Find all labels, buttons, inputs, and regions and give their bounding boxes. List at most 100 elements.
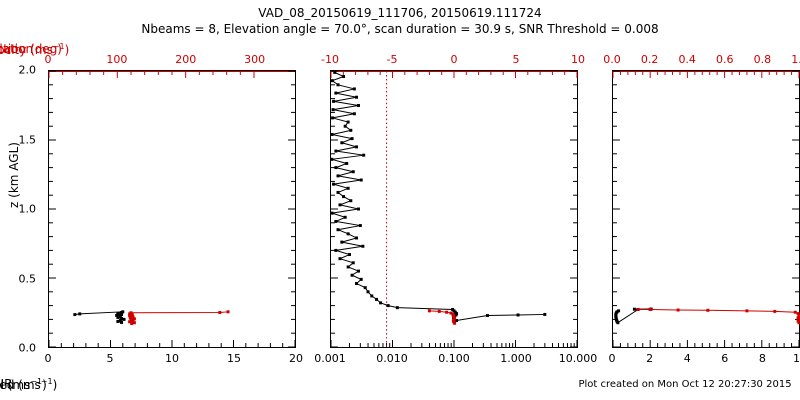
data-point-snr	[350, 137, 354, 141]
panel3-bottom-tick-label: 0	[608, 352, 616, 365]
data-point-snr	[346, 265, 350, 269]
data-point-snr	[334, 149, 338, 153]
panel-residual-correlation	[612, 70, 800, 348]
data-point-snr	[340, 240, 344, 244]
data-point-wind-speed	[115, 313, 119, 317]
data-point-snr	[332, 99, 336, 103]
panel3-bottom-axis-title: Residual (ms−1)	[0, 377, 47, 392]
data-point-snr	[338, 257, 342, 261]
y-tick-2.0: 2.0	[18, 63, 37, 77]
data-point-wind-direction	[128, 316, 132, 320]
y-tick-0.5: 0.5	[18, 272, 37, 285]
data-point-snr	[362, 153, 366, 157]
data-point-snr	[351, 170, 355, 174]
data-point-snr	[330, 132, 334, 136]
data-point-snr	[340, 141, 344, 145]
panel-vertical-velocity-snr	[330, 70, 578, 348]
y-tick-1.0: 1.0	[18, 202, 37, 216]
data-point-snr	[349, 128, 353, 132]
panel1-bottom-tick-label: 5	[106, 352, 114, 365]
data-point-snr	[336, 228, 340, 232]
panel1-bottom-axis-title: Wind Speed (ms−1)	[0, 377, 58, 392]
panel3-bottom-tick-label: 6	[721, 352, 729, 365]
panel3-top-tick-label: 0.2	[640, 53, 659, 66]
panel1-top-tick-label: 100	[106, 53, 128, 66]
data-point-wind-speed	[73, 313, 77, 317]
data-point-snr	[338, 203, 342, 207]
data-point-snr	[361, 244, 365, 248]
panel3-top-tick-label: 0.8	[753, 53, 772, 66]
panel-wind-speed-direction	[48, 70, 296, 348]
data-point-correlation	[796, 316, 800, 320]
data-point-snr	[386, 304, 390, 308]
panel2-top-axis-title: Vertical velocity (ms−1)	[0, 42, 70, 57]
data-point-snr	[358, 224, 362, 228]
panel2-bottom-tick-label: 10.000	[558, 352, 598, 365]
panel2-top-tick-label: -10	[321, 53, 339, 66]
data-point-wind-direction	[131, 319, 135, 323]
data-point-vertical-velocity	[437, 309, 441, 313]
data-point-snr	[357, 104, 360, 107]
panel1-top-tick-label: 0	[44, 53, 52, 66]
figure-title: VAD_08_20150619_111706, 20150619.111724	[258, 6, 542, 20]
data-point-snr	[334, 166, 338, 170]
data-point-correlation	[773, 309, 777, 313]
data-point-snr	[336, 190, 340, 194]
data-point-snr	[352, 112, 356, 116]
data-point-snr	[352, 87, 356, 91]
data-point-wind-speed	[122, 317, 126, 321]
data-point-snr	[357, 269, 360, 273]
panel3-top-tick-label: 0.6	[716, 53, 734, 66]
data-point-vertical-velocity	[449, 311, 453, 315]
data-point-snr	[332, 182, 336, 186]
panel3-top-tick-label: 1.0	[791, 53, 800, 66]
figure-subtitle: Nbeams = 8, Elevation angle = 70.0°, sca…	[141, 22, 659, 36]
data-point-correlation	[706, 308, 710, 312]
data-point-snr	[395, 306, 399, 310]
data-point-snr	[330, 211, 334, 215]
data-point-snr	[351, 261, 355, 265]
data-point-snr	[355, 95, 359, 99]
data-point-snr	[349, 199, 353, 203]
panel3-bottom-tick-label: 10	[793, 352, 800, 365]
data-point-snr	[543, 312, 547, 316]
panel2-bottom-tick-label: 0.001	[314, 352, 346, 365]
data-point-snr	[454, 313, 458, 317]
data-point-wind-direction	[218, 311, 222, 314]
panel3-bottom-tick-label: 8	[758, 352, 766, 365]
data-point-snr	[348, 253, 351, 257]
data-point-wind-speed	[120, 316, 124, 320]
data-point-wind-speed	[118, 319, 122, 322]
data-point-snr	[350, 273, 354, 277]
data-point-snr	[336, 174, 340, 178]
panel3-top-tick-label: 0.0	[603, 53, 621, 66]
data-point-snr	[342, 195, 346, 199]
data-point-wind-direction	[130, 322, 134, 326]
data-point-snr	[343, 215, 347, 219]
data-point-snr	[516, 313, 520, 317]
data-point-correlation	[636, 307, 640, 311]
panel3-bottom-tick-label: 4	[683, 352, 691, 365]
data-point-snr	[357, 207, 360, 211]
data-point-snr	[366, 290, 370, 294]
data-point-snr	[334, 248, 338, 252]
data-point-wind-speed	[116, 311, 120, 315]
data-point-wind-direction	[128, 314, 132, 318]
data-point-snr	[363, 286, 367, 290]
data-point-snr	[333, 70, 337, 74]
data-point-snr	[343, 124, 347, 128]
data-point-correlation	[676, 308, 680, 312]
panel3-bottom-tick-label: 2	[646, 352, 654, 365]
plot-timestamp-footer: Plot created on Mon Oct 12 20:27:30 2015	[578, 379, 792, 390]
data-point-wind-speed	[120, 311, 124, 314]
panel2-bottom-tick-label: 1.000	[500, 352, 532, 365]
y-tick-1.5: 1.5	[18, 133, 37, 146]
data-point-snr	[330, 157, 334, 161]
y-axis-tick-labels: 0.0 0.5 1.0 1.5 2.0	[0, 0, 44, 400]
data-point-snr	[346, 186, 350, 190]
panel2-bottom-tick-label: 0.100	[438, 352, 470, 365]
data-point-wind-direction	[130, 313, 134, 317]
data-point-snr	[334, 219, 338, 223]
data-point-vertical-velocity	[453, 321, 457, 325]
